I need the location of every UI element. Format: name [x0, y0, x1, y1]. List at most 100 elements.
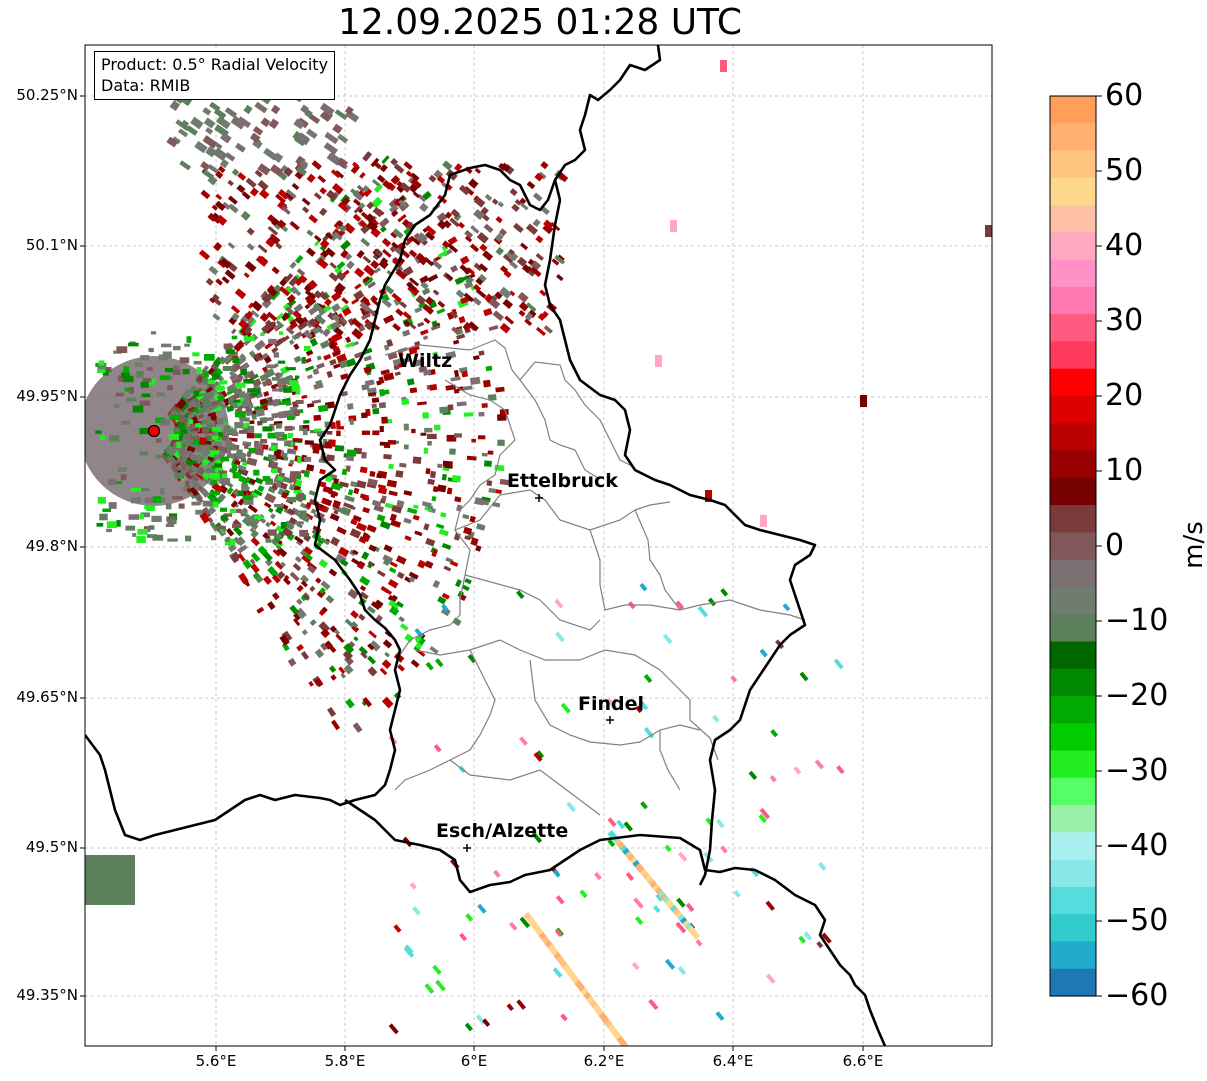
radar-cell: [359, 220, 367, 228]
radar-cell: [257, 163, 271, 176]
radar-cell: [211, 450, 220, 455]
radar-cell: [244, 261, 257, 273]
radar-cell: [306, 402, 315, 408]
radar-cell: [664, 844, 672, 853]
radar-cell: [715, 818, 725, 829]
radar-cell: [359, 585, 367, 592]
radar-cell: [434, 658, 444, 668]
radar-cell: [179, 357, 190, 364]
radar-cell: [514, 199, 522, 206]
radar-cell: [653, 905, 661, 914]
radar-cell: [431, 496, 437, 502]
radar-cell: [534, 172, 544, 182]
radar-cell: [214, 141, 223, 150]
radar-cell: [318, 609, 326, 616]
radar-cell: [552, 869, 561, 878]
radar-cell: [482, 250, 494, 261]
radar-cell: [473, 209, 485, 221]
radar-cell: [328, 665, 337, 673]
radar-cell: [451, 474, 461, 483]
city-label-findel: Findel: [578, 693, 645, 715]
radar-cell: [150, 331, 157, 335]
radar-cell: [99, 513, 108, 521]
radar-site-marker: [147, 424, 161, 438]
radar-cell: [377, 484, 386, 489]
radar-cell: [331, 183, 344, 195]
radar-cell: [479, 243, 488, 252]
radar-cell: [361, 533, 371, 542]
radar-cell: [316, 355, 322, 361]
radar-cell: [236, 451, 247, 461]
radar-cell: [387, 578, 399, 589]
radar-cell: [340, 304, 350, 312]
radar-cell: [172, 369, 181, 376]
radar-cell: [189, 453, 198, 462]
radar-cell: [109, 435, 120, 442]
radar-cell: [106, 528, 112, 533]
radar-cell: [268, 507, 274, 513]
radar-cell: [290, 471, 301, 476]
radar-cell: [275, 533, 282, 539]
radar-cell: [379, 225, 387, 233]
radar-cell: [246, 457, 258, 467]
radar-cell: [286, 293, 296, 303]
radar-cell: [249, 558, 256, 565]
radar-cell: [346, 260, 355, 270]
radar-cell: [336, 219, 344, 228]
radar-cell: [286, 496, 297, 503]
radar-cell: [270, 104, 281, 115]
radar-cell: [275, 423, 283, 429]
radar-cell: [408, 571, 419, 580]
radar-cell: [441, 542, 452, 550]
radar-cell: [277, 188, 290, 200]
radar-cell: [319, 587, 326, 595]
radar-cell: [242, 559, 253, 570]
radar-cell: [655, 355, 662, 367]
radar-cell: [410, 236, 421, 246]
radar-cell: [254, 477, 264, 485]
radar-cell: [284, 272, 294, 283]
radar-cell: [102, 508, 112, 512]
radar-cell: [633, 897, 644, 909]
product-info-box: Product: 0.5° Radial Velocity Data: RMIB: [94, 51, 336, 100]
radar-cell: [134, 362, 143, 367]
radar-cell: [267, 601, 276, 610]
radar-cell: [345, 698, 355, 709]
radar-cell: [390, 209, 399, 218]
radar-cell: [335, 633, 345, 643]
radar-cell: [414, 642, 423, 650]
colorbar-segment: [1050, 859, 1096, 888]
radar-cell: [432, 579, 441, 589]
radar-cell: [428, 174, 437, 183]
radar-cell: [175, 398, 187, 410]
radar-cell: [255, 388, 260, 395]
radar-cell: [372, 206, 384, 218]
radar-cell: [362, 506, 371, 514]
radar-cell: [187, 398, 197, 407]
radar-cell: [530, 260, 542, 271]
radar-cell: [276, 481, 282, 488]
radar-cell: [224, 152, 236, 162]
radar-cell: [232, 357, 240, 363]
radar-cell: [315, 577, 322, 584]
radar-cell: [303, 329, 313, 340]
radar-cell: [441, 473, 447, 481]
radar-cell: [257, 180, 269, 191]
radar-cell: [227, 242, 236, 250]
radar-cell: [374, 599, 384, 609]
radar-cell: [464, 1022, 473, 1032]
colorbar-segment: [1050, 614, 1096, 643]
radar-cell: [497, 201, 504, 208]
radar-cell: [343, 222, 356, 235]
radar-cell: [229, 508, 236, 514]
radar-cell: [399, 182, 412, 193]
radar-cell: [274, 431, 285, 438]
radar-cell: [243, 378, 254, 384]
radar-cell: [363, 355, 372, 362]
radar-cell: [293, 343, 300, 351]
colorbar-segment: [1050, 968, 1096, 997]
radar-cell: [189, 423, 195, 431]
radar-cell: [178, 503, 185, 509]
radar-cell: [241, 422, 251, 430]
radar-cell: [187, 450, 194, 456]
